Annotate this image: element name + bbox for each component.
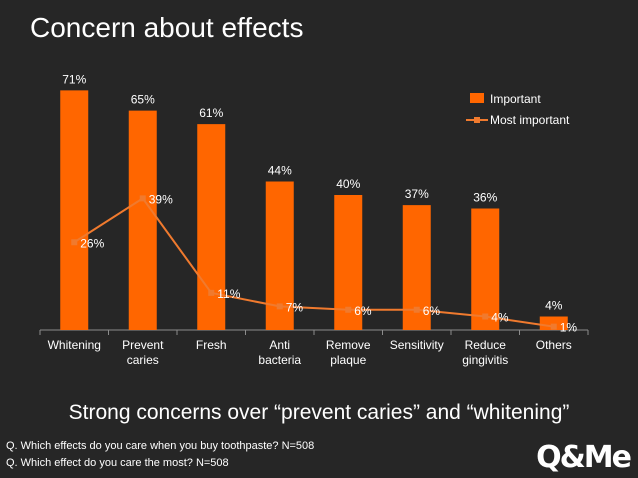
bar-important	[128, 110, 157, 330]
legend-swatch-marker	[474, 117, 480, 123]
most-important-line	[73, 197, 554, 328]
question-1: Q. Which effects do you care when you bu…	[6, 440, 315, 452]
line-data-label: 4%	[491, 311, 509, 325]
line-point	[345, 306, 352, 313]
line-point	[550, 323, 557, 330]
line-point	[482, 313, 489, 320]
line-point	[413, 306, 420, 313]
legend: Important Most important	[466, 92, 570, 127]
bar-data-label: 37%	[405, 187, 429, 201]
brand-logo: Q&Me	[536, 440, 632, 475]
bar-important	[471, 208, 500, 330]
question-2: Q. Which effect do you care the most? N=…	[6, 457, 229, 469]
line-data-label: 11%	[217, 287, 240, 301]
line-point	[71, 239, 78, 246]
legend-label-important: Important	[490, 92, 541, 106]
bar-data-label: 71%	[62, 72, 86, 86]
category-label: Anti bacteria	[258, 338, 301, 367]
chart: 71% 65% 61% 44% 40% 37% 36% 4% 26% 39% 11% 7% 6% 6% 4…	[39, 72, 589, 367]
bar-data-label: 61%	[199, 106, 223, 120]
bar-data-label: 65%	[131, 93, 155, 107]
line-point	[208, 289, 215, 296]
line-point	[139, 195, 146, 202]
page-title: Concern about effects	[30, 12, 304, 43]
line-data-label: 7%	[286, 300, 304, 314]
bar-important	[60, 90, 89, 330]
line-data-label: 26%	[80, 236, 104, 250]
bar-data-label: 40%	[336, 177, 360, 191]
category-label: Remove plaque	[326, 338, 371, 367]
category-label: Sensitivity	[390, 338, 444, 352]
category-label: Prevent caries	[122, 338, 164, 367]
line-data-label: 39%	[149, 192, 173, 206]
category-label: Whitening	[48, 338, 101, 352]
category-label: Others	[536, 338, 572, 352]
conclusion-text: Strong concerns over “prevent caries” an…	[68, 401, 570, 424]
legend-swatch-important	[470, 93, 484, 103]
line-data-label: 6%	[354, 304, 372, 318]
legend-label-most-important: Most important	[490, 113, 570, 127]
line-data-label: 1%	[560, 321, 578, 335]
line-data-label: 6%	[423, 304, 441, 318]
bar-data-label: 4%	[545, 299, 563, 313]
bar-important	[539, 316, 568, 330]
line-point	[276, 303, 283, 310]
bar-data-label: 36%	[473, 191, 497, 205]
category-label: Fresh	[196, 338, 227, 352]
category-label: Reduce gingivitis	[462, 338, 508, 367]
bar-data-label: 44%	[268, 164, 292, 178]
